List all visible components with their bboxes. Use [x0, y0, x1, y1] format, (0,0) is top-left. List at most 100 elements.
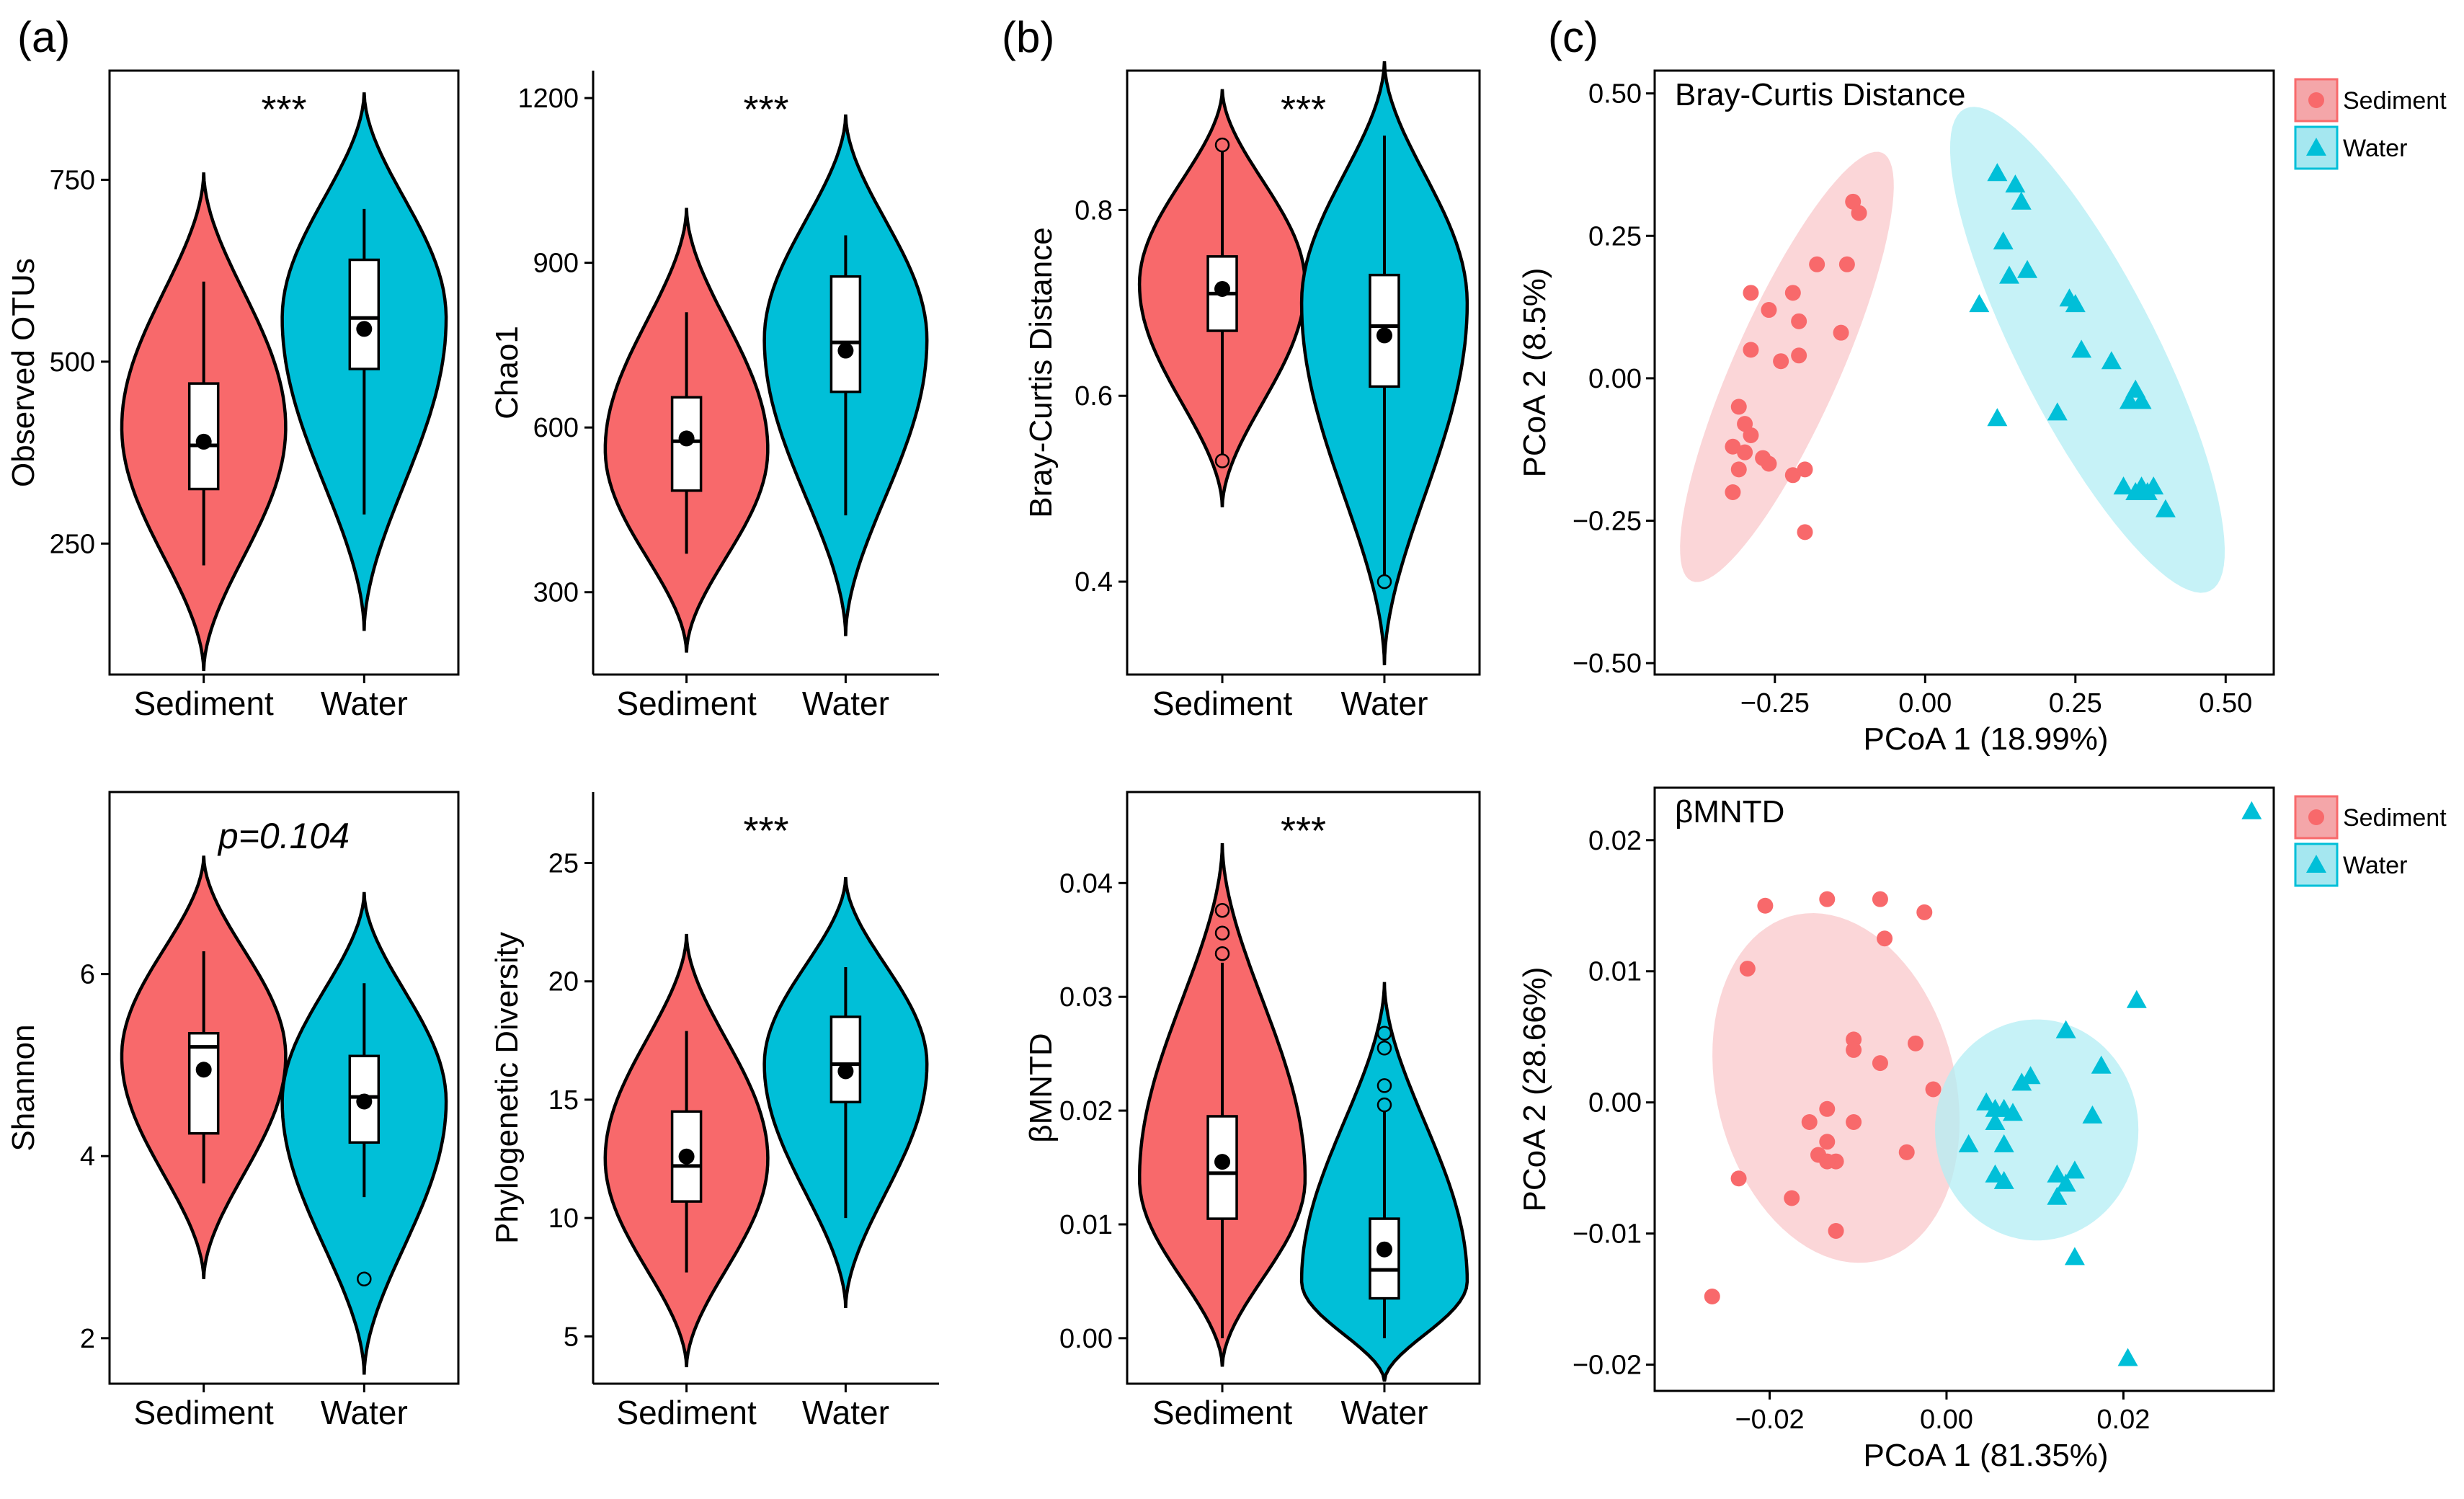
y-tick-label: 0.25 — [1588, 221, 1642, 252]
y-tick-label: 0.8 — [1075, 195, 1113, 226]
data-point-water — [2017, 259, 2038, 278]
confidence-ellipse-sediment — [1712, 913, 1960, 1263]
data-point-sediment — [1743, 427, 1759, 443]
outlier-point — [1376, 1026, 1392, 1041]
outlier-point — [1376, 1078, 1392, 1093]
y-axis-title: Phylogenetic Diversity — [489, 932, 525, 1244]
plot-frame — [1653, 69, 2275, 676]
y-tick-label: 0.01 — [1059, 1210, 1113, 1240]
data-point-water — [1999, 265, 2020, 284]
data-point-sediment — [1819, 1100, 1836, 1117]
box-sediment — [670, 396, 703, 492]
y-tick-label: 0.00 — [1588, 364, 1642, 394]
x-axis-title: PCoA 1 (18.99%) — [1864, 721, 2109, 757]
data-point-sediment — [1801, 1113, 1818, 1130]
data-point-sediment — [1833, 324, 1849, 341]
data-point-sediment — [1730, 1170, 1747, 1187]
outlier-point — [1376, 574, 1392, 590]
data-point-sediment — [1773, 353, 1789, 370]
outlier-point — [1214, 902, 1230, 918]
y-axis-title: Chao1 — [489, 326, 525, 419]
legend-marker-water — [2306, 855, 2326, 873]
y-tick-label: 5 — [564, 1322, 579, 1352]
outlier-point — [1214, 137, 1230, 153]
x-category-label: Water — [802, 1394, 889, 1431]
x-tick-label: 0.00 — [1898, 688, 1952, 719]
box-sediment — [187, 1031, 220, 1135]
y-axis-title: βMNTD — [1023, 1033, 1059, 1142]
box-sediment — [1206, 1115, 1238, 1220]
data-point-sediment — [1819, 1134, 1836, 1150]
y-tick-label: 750 — [50, 165, 95, 195]
outlier-point — [1214, 453, 1230, 468]
data-point-sediment — [1761, 455, 1777, 472]
x-tick-label: 0.25 — [2049, 688, 2102, 719]
data-point-sediment — [1872, 1055, 1888, 1072]
data-point-sediment — [1784, 285, 1801, 301]
x-category-label: Water — [802, 685, 889, 722]
y-tick-label: 25 — [548, 849, 579, 879]
y-tick-label: 15 — [548, 1085, 579, 1116]
outlier-point — [1214, 925, 1230, 941]
data-point-sediment — [1725, 484, 1741, 501]
y-tick-label: −0.25 — [1573, 507, 1642, 537]
mean-point — [1214, 1154, 1231, 1170]
data-point-water — [2101, 351, 2122, 370]
data-point-water — [2155, 499, 2176, 517]
mean-point — [837, 1063, 854, 1080]
x-tick-label: −0.02 — [1735, 1405, 1804, 1435]
plot-frame — [1126, 791, 1481, 1385]
y-tick-label: −0.01 — [1573, 1219, 1642, 1250]
chart-chao1: 300 600 900 1200 Chao1 Sediment Water *** — [489, 71, 939, 722]
legend-marker-sediment — [2308, 92, 2324, 108]
legend-label-sediment: Sediment — [2343, 87, 2447, 115]
legend-label-sediment: Sediment — [2343, 804, 2447, 832]
mean-point — [1376, 327, 1392, 344]
y-tick-label: −0.50 — [1573, 649, 1642, 679]
data-point-sediment — [1846, 1113, 1862, 1130]
data-point-water — [2131, 391, 2152, 409]
y-tick-label: 0.4 — [1075, 567, 1113, 597]
box-water — [348, 258, 381, 370]
significance-label: *** — [1281, 88, 1326, 131]
x-tick-label: 0.00 — [1920, 1405, 1973, 1435]
data-point-sediment — [1925, 1081, 1942, 1098]
chart-title: Bray-Curtis Distance — [1675, 77, 1965, 112]
y-tick-label: 0.02 — [1588, 826, 1642, 856]
data-point-sediment — [1898, 1144, 1915, 1160]
plot-frame — [108, 69, 460, 676]
data-point-sediment — [1908, 1035, 1924, 1051]
data-point-sediment — [1877, 930, 1893, 947]
chart-pcoa-bmntd: βMNTD −0.02 0.00 0.02 −0.02 −0.01 0.00 0.01 0.02… — [1517, 786, 2447, 1473]
panel-label-c: (c) — [1548, 13, 1598, 61]
mean-point — [1376, 1241, 1392, 1258]
data-point-sediment — [1819, 1153, 1836, 1170]
data-point-sediment — [1784, 1190, 1800, 1206]
confidence-ellipse-water — [1935, 1019, 2139, 1241]
data-point-sediment — [1737, 444, 1753, 461]
y-tick-label: 2 — [80, 1324, 95, 1354]
mean-point — [837, 342, 854, 359]
data-point-water — [2011, 191, 2032, 210]
data-point-water — [1987, 408, 2008, 427]
y-tick-label: 0.00 — [1059, 1324, 1113, 1354]
data-point-sediment — [1784, 467, 1801, 484]
data-point-sediment — [1704, 1288, 1720, 1304]
chart-pcoa-bray-curtis: Bray-Curtis Distance −0.25 0.00 0.25 0.50 −0.… — [1517, 69, 2447, 757]
mean-point — [195, 1062, 212, 1078]
outlier-point — [1214, 946, 1230, 961]
data-point-sediment — [1838, 256, 1855, 272]
legend-label-water: Water — [2343, 852, 2407, 879]
y-tick-label: 0.50 — [1588, 79, 1642, 110]
significance-label: *** — [261, 88, 306, 131]
x-category-label: Water — [321, 685, 408, 722]
data-point-sediment — [1739, 961, 1756, 977]
plot-area — [1680, 107, 2225, 593]
data-point-water — [1993, 1134, 2014, 1152]
x-category-label: Water — [321, 1394, 408, 1431]
data-point-sediment — [1797, 524, 1813, 541]
data-point-sediment — [1851, 205, 1867, 221]
mean-point — [356, 1093, 373, 1110]
y-tick-label: 20 — [548, 967, 579, 997]
panel-label-b: (b) — [1002, 13, 1054, 61]
